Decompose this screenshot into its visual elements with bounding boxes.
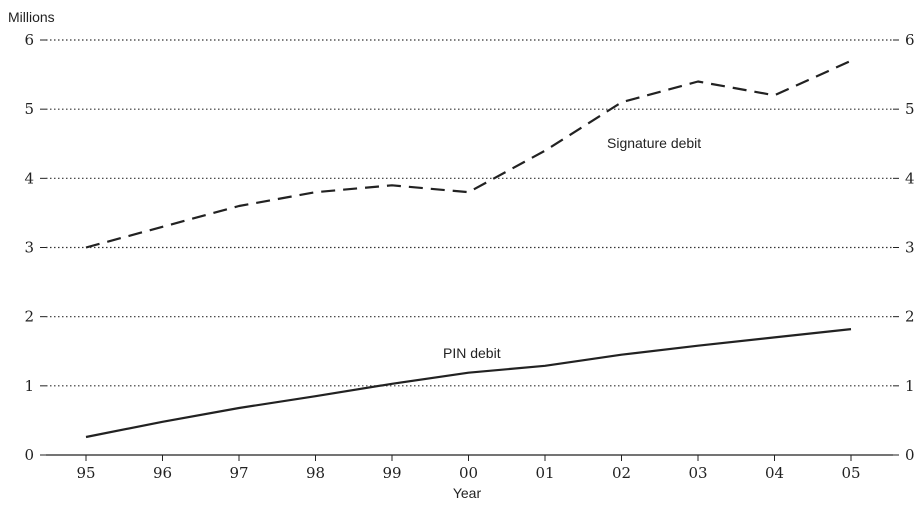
y-tick-label-right: 6: [905, 31, 915, 49]
x-tick-label: 05: [841, 464, 860, 482]
y-tick-label-left: 1: [24, 377, 34, 395]
y-tick-label-right: 0: [905, 446, 915, 464]
y-tick-label-left: 5: [24, 100, 34, 118]
x-tick-label: 96: [153, 464, 172, 482]
x-tick-label: 97: [229, 464, 248, 482]
x-tick-label: 98: [306, 464, 325, 482]
gridlines: [46, 39, 893, 387]
x-axis-title: Year: [453, 485, 482, 501]
y-tick-label-right: 1: [905, 377, 915, 395]
x-tick-label: 99: [382, 464, 401, 482]
axes: 0 01 12 23 34 45 56 695 96 97 98 99 00 01 02 03 04 05: [24, 31, 914, 482]
x-tick-label: 04: [765, 464, 784, 482]
series-label-pin-debit: PIN debit: [443, 345, 501, 361]
y-tick-label-right: 2: [905, 308, 915, 326]
y-tick-label-left: 2: [24, 308, 34, 326]
y-tick-label-right: 5: [905, 100, 915, 118]
x-tick-label: 03: [688, 464, 707, 482]
x-tick-label: 02: [612, 464, 631, 482]
x-tick-label: 95: [76, 464, 95, 482]
y-tick-label-left: 3: [24, 239, 34, 257]
y-tick-label-right: 3: [905, 239, 915, 257]
pin-debit-line: [85, 328, 852, 439]
x-tick-label: 01: [535, 464, 554, 482]
series-label-signature-debit: Signature debit: [607, 135, 701, 151]
y-axis-title: Millions: [8, 9, 55, 25]
y-tick-label-left: 6: [24, 31, 34, 49]
signature-debit-line: [85, 59, 852, 249]
y-tick-label-right: 4: [905, 169, 915, 187]
series-lines: [85, 59, 852, 439]
y-tick-label-left: 4: [24, 169, 34, 187]
x-tick-label: 00: [459, 464, 478, 482]
y-tick-label-left: 0: [24, 446, 34, 464]
labels: Millions Year Signature debit PIN debit: [8, 9, 701, 501]
